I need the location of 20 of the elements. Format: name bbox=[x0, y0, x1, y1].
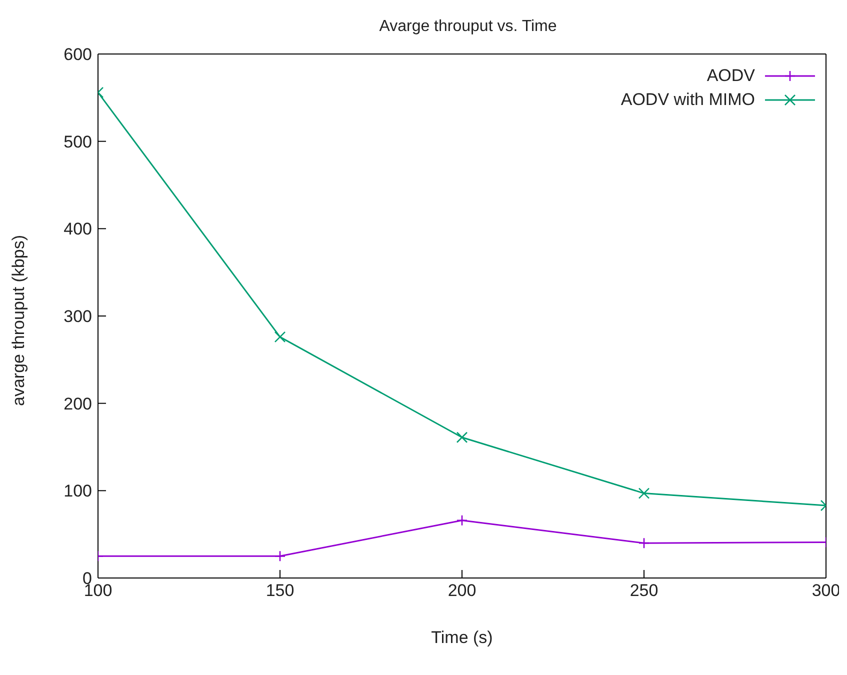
x-tick-label: 150 bbox=[266, 581, 294, 600]
chart-title: Avarge throuput vs. Time bbox=[378, 18, 558, 36]
point bbox=[456, 514, 468, 526]
x-tick-label: 200 bbox=[448, 581, 476, 600]
y-tick-label: 100 bbox=[64, 482, 92, 501]
y-axis-title: avarge throuput (kbps) bbox=[9, 234, 28, 406]
point bbox=[274, 550, 286, 562]
x-axis-title: Time (s) bbox=[431, 628, 493, 647]
y-tick-label: 400 bbox=[64, 220, 92, 239]
point bbox=[638, 537, 650, 549]
x-tick-label: 250 bbox=[630, 581, 658, 600]
y-tick-label: 200 bbox=[64, 394, 92, 414]
legend-label: AODV bbox=[706, 66, 755, 86]
point bbox=[274, 331, 286, 343]
legend-label: AODV with MIMO bbox=[620, 90, 755, 110]
y-tick-label: 600 bbox=[64, 45, 92, 64]
y-tick-label: 300 bbox=[64, 307, 92, 326]
y-tick-label: 500 bbox=[64, 132, 92, 152]
point bbox=[456, 432, 468, 444]
point bbox=[638, 488, 650, 499]
